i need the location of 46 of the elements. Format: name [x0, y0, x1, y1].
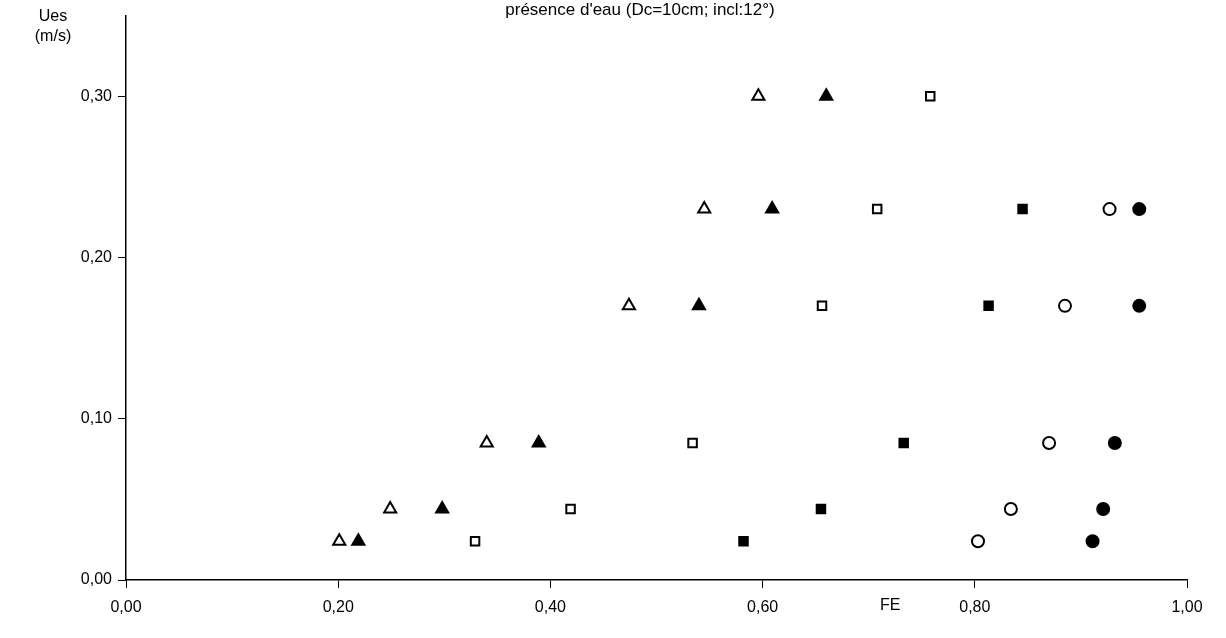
point — [687, 437, 698, 449]
x-tick-label: 0,00 — [110, 598, 142, 616]
point — [479, 434, 494, 448]
point — [383, 501, 398, 514]
point — [871, 203, 883, 215]
point — [697, 201, 712, 214]
y-tick-label: 0,20 — [80, 247, 113, 265]
y-tick-label: 0,00 — [80, 570, 113, 588]
chart-title: présence d'eau (Dc=10cm; incl:12°) — [505, 0, 775, 19]
point — [469, 536, 481, 547]
point — [351, 533, 366, 546]
point — [1017, 203, 1028, 215]
point — [925, 90, 936, 102]
point — [1102, 202, 1117, 217]
point — [1096, 502, 1111, 517]
point — [565, 503, 576, 515]
point — [983, 300, 994, 312]
x-tick-label: 1,00 — [1171, 598, 1203, 616]
point — [1042, 435, 1057, 450]
point — [1085, 534, 1100, 549]
x-tick-label: 0,80 — [959, 598, 991, 616]
point — [621, 297, 636, 311]
point — [970, 534, 985, 549]
x-axis-title: FE — [880, 596, 901, 614]
x-tick-label: 0,60 — [747, 598, 779, 616]
point — [1107, 435, 1122, 450]
point — [898, 437, 909, 449]
point — [765, 201, 780, 214]
point — [691, 297, 706, 311]
point — [1132, 298, 1147, 313]
point — [738, 536, 749, 547]
point — [1132, 202, 1147, 217]
x-tick-label: 0,40 — [534, 598, 567, 616]
y-tick-label: 0,30 — [80, 86, 113, 104]
point — [435, 501, 450, 514]
x-tick-label: 0,20 — [322, 598, 354, 616]
point — [1003, 502, 1018, 517]
point — [1057, 298, 1072, 313]
point — [332, 533, 347, 546]
point — [751, 88, 766, 101]
point — [815, 503, 827, 515]
y-tick-label: 0,10 — [80, 409, 113, 427]
point — [531, 434, 546, 448]
point — [819, 88, 834, 101]
y-axis-title: Ues (m/s) — [33, 6, 73, 46]
point — [816, 300, 828, 312]
